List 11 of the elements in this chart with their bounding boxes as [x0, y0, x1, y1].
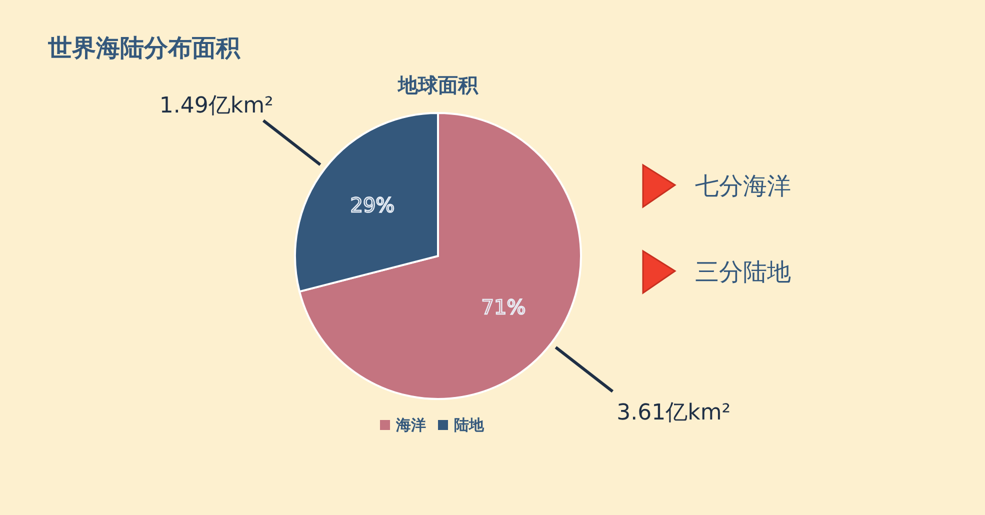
chart-title: 世界海陆分布面积 [47, 34, 241, 62]
legend-label: 陆地 [454, 416, 485, 434]
text: 3.61亿km² [616, 400, 731, 426]
text: 七分海洋 [695, 172, 791, 200]
pie-slice [298, 112, 582, 400]
text: 三分陆地 [695, 258, 791, 286]
chart-subtitle: 地球面积 [397, 73, 479, 97]
legend-label: 海洋 [395, 416, 426, 434]
data-label: 29% [350, 193, 395, 218]
data-label: 71% [481, 294, 526, 319]
text: 1.49亿km² [159, 94, 274, 119]
